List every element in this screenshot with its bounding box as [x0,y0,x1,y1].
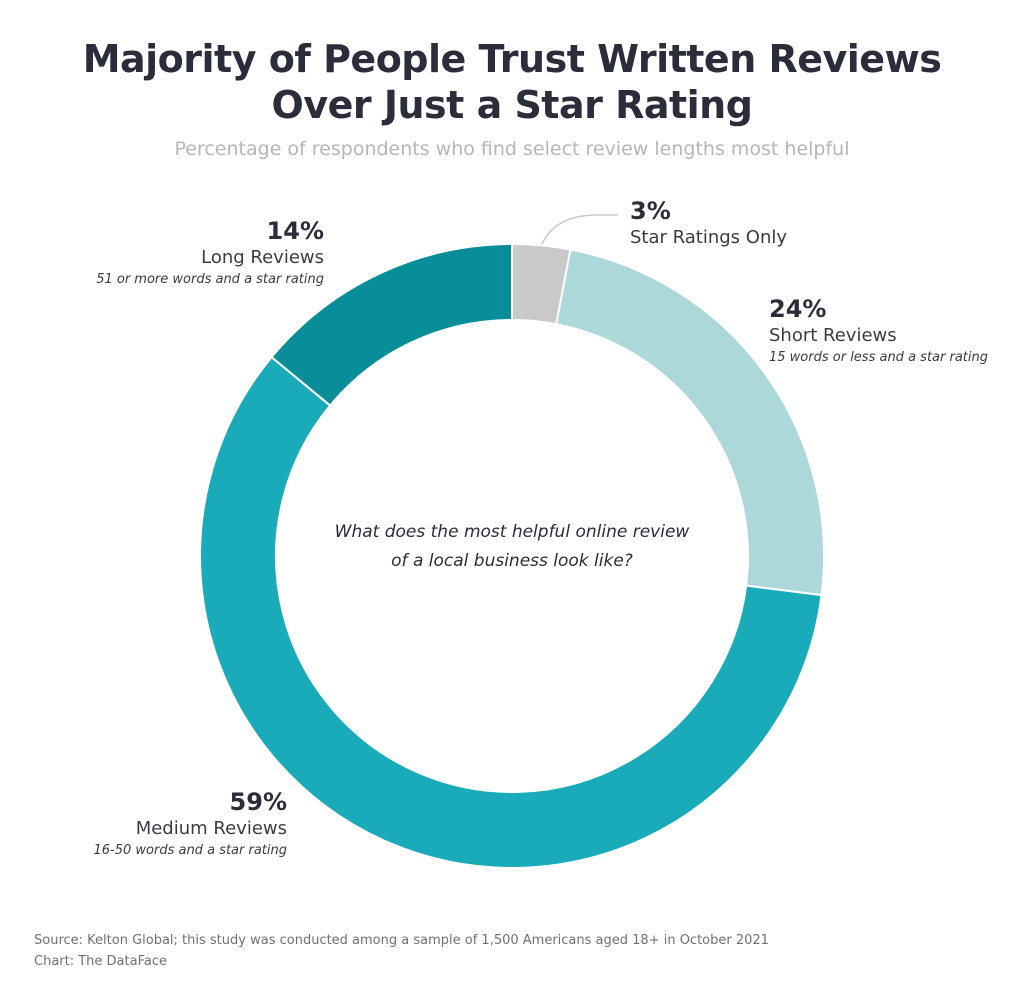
chart-title-line-2: Over Just a Star Rating [271,83,753,127]
long-reviews-desc: 51 or more words and a star rating [96,272,324,287]
label-star-ratings: 3% Star Ratings Only [630,196,787,250]
label-long-reviews: 14% Long Reviews 51 or more words and a … [96,216,324,290]
donut-slice-medium-reviews [199,355,823,869]
source-note: Source: Kelton Global; this study was co… [34,930,769,972]
star-ratings-percent: 3% [630,197,671,225]
medium-reviews-desc: 16-50 words and a star rating [93,843,287,858]
donut-slice-long-reviews [270,242,513,407]
short-reviews-name: Short Reviews [769,325,897,346]
center-question-line-1: What does the most helpful online review [334,522,690,542]
short-reviews-percent: 24% [769,295,827,323]
label-short-reviews: 24% Short Reviews 15 words or less and a… [769,294,988,368]
credit-line: Chart: The DataFace [34,954,167,969]
long-reviews-name: Long Reviews [201,247,324,268]
medium-reviews-percent: 59% [229,788,287,816]
label-medium-reviews: 59% Medium Reviews 16-50 words and a sta… [93,787,287,861]
chart-subtitle: Percentage of respondents who find selec… [174,138,850,160]
star-ratings-name: Star Ratings Only [630,227,787,248]
star-ratings-leader-line [541,214,618,245]
long-reviews-percent: 14% [266,217,324,245]
chart-title: Majority of People Trust Written Reviews… [0,36,1024,128]
source-line: Source: Kelton Global; this study was co… [34,933,769,948]
center-question-line-2: of a local business look like? [391,551,633,571]
center-question: What does the most helpful online review… [312,518,712,576]
medium-reviews-name: Medium Reviews [135,818,287,839]
short-reviews-desc: 15 words or less and a star rating [769,350,988,365]
chart-title-line-1: Majority of People Trust Written Reviews [82,37,942,81]
